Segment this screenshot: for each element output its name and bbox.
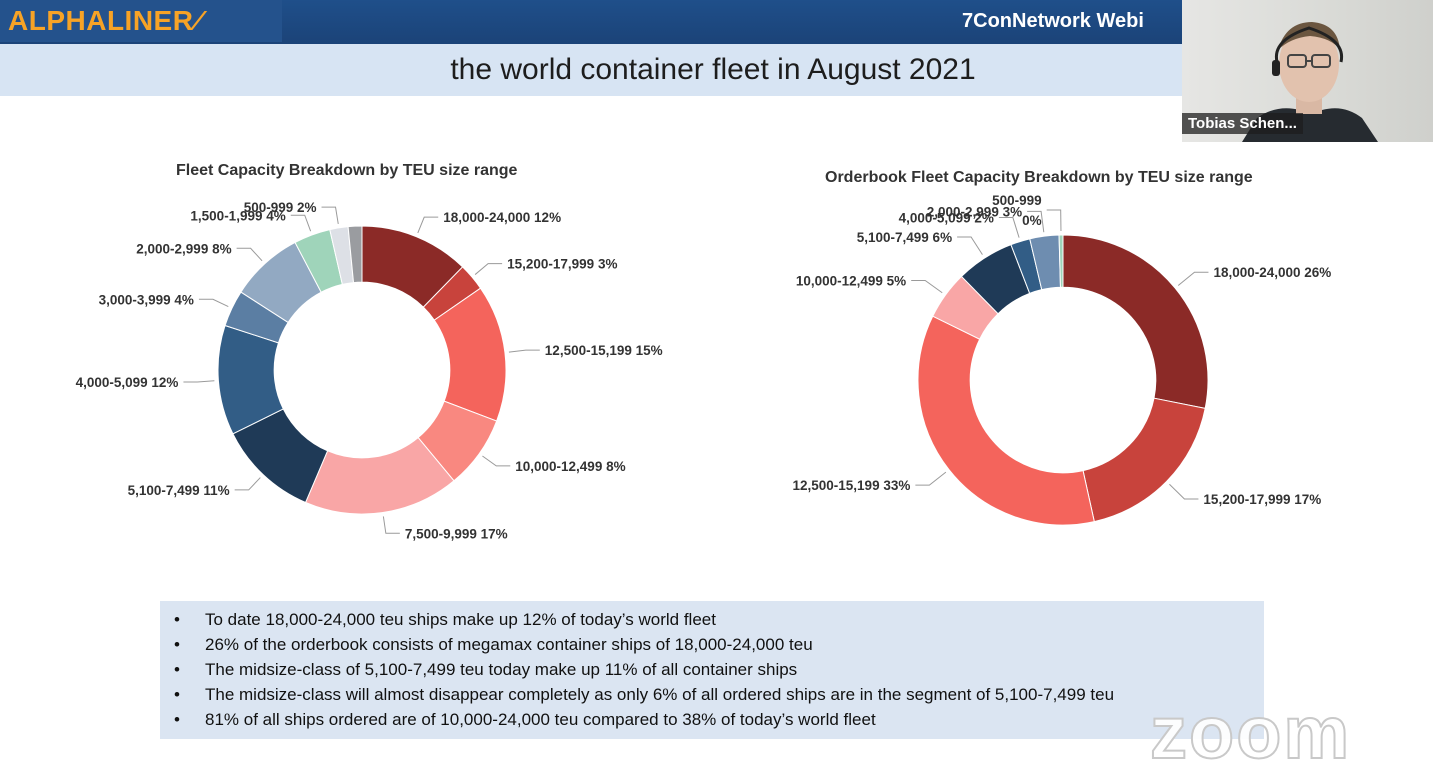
slice-label: 18,000-24,000 26% xyxy=(1213,265,1331,280)
donut-chart-2: 18,000-24,000 26% 15,200-17,999 17% 12,500… xyxy=(793,193,1331,526)
bullet-text: The midsize-class will almost disappear … xyxy=(205,685,1115,704)
logo-swoosh-icon: ⁄ xyxy=(195,5,201,36)
summary-bullet: • The midsize-class will almost disappear… xyxy=(174,682,1264,707)
slice-label: 10,000-12,499 8% xyxy=(515,459,625,474)
slice-leader-line xyxy=(998,217,1020,238)
donut-slice[interactable] xyxy=(1082,397,1206,523)
slice-label: 10,000-12,499 5% xyxy=(796,273,906,288)
donut-slice[interactable] xyxy=(347,225,363,284)
slice-leader-line xyxy=(474,263,503,275)
alphaliner-logo: ALPHALINER⁄ xyxy=(0,0,282,42)
slice-leader-line xyxy=(1046,209,1062,232)
bullet-marker: • xyxy=(174,660,180,679)
bullet-text: The midsize-class of 5,100-7,499 teu tod… xyxy=(205,660,798,679)
slice-leader-line xyxy=(1027,210,1045,233)
slice-label: 7,500-9,999 17% xyxy=(405,526,508,541)
slice-label: 500-999 2% xyxy=(244,200,317,215)
slice-leader-line xyxy=(417,216,439,234)
slice-leader-line xyxy=(957,236,983,255)
slice-label: 4,000-5,099 12% xyxy=(76,375,179,390)
slice-leader-line xyxy=(1177,271,1209,286)
slice-label: 4,000-5,099 2% xyxy=(899,211,994,226)
logo-text: ALPHALINER xyxy=(8,5,194,36)
bullet-text: 81% of all ships ordered are of 10,000-2… xyxy=(205,710,876,729)
slice-leader-line xyxy=(198,298,229,308)
bullet-marker: • xyxy=(174,635,180,654)
summary-bullet: • To date 18,000-24,000 teu ships make up… xyxy=(174,607,1264,632)
bullet-text: To date 18,000-24,000 teu ships make up … xyxy=(205,610,716,629)
donut-slice[interactable] xyxy=(917,315,1095,526)
slice-leader-line xyxy=(234,477,261,491)
slice-label: 2,000-2,999 3% xyxy=(927,204,1022,219)
summary-bullet: • The midsize-class of 5,100-7,499 teu to… xyxy=(174,657,1264,682)
slice-leader-line xyxy=(382,516,400,534)
slice-label: 5,100-7,499 6% xyxy=(857,230,952,245)
fleet-chart-title: Fleet Capacity Breakdown by TEU size ran… xyxy=(176,162,518,179)
slice-leader-line xyxy=(1169,483,1199,500)
bullet-marker: • xyxy=(174,710,180,729)
webcam-video-tile[interactable] xyxy=(1182,0,1433,142)
donut-slice[interactable] xyxy=(1058,234,1064,288)
slice-label: 12,500-15,199 15% xyxy=(545,343,663,358)
slice-leader-line xyxy=(290,214,312,232)
slice-leader-line xyxy=(508,349,540,353)
summary-bullet: • 81% of all ships ordered are of 10,000-… xyxy=(174,707,1264,732)
slice-label: 1,500-1,999 4% xyxy=(190,208,285,223)
bullet-marker: • xyxy=(174,610,180,629)
bullet-marker: • xyxy=(174,685,180,704)
slice-label: 5,100-7,499 11% xyxy=(128,483,230,498)
slice-label: 15,200-17,999 3% xyxy=(507,257,617,272)
slice-leader-line xyxy=(911,279,943,294)
slice-label: 12,500-15,199 33% xyxy=(793,478,911,493)
slice-label: 3,000-3,999 4% xyxy=(99,292,194,307)
slice-label: 18,000-24,000 12% xyxy=(443,210,561,225)
slice-leader-line xyxy=(482,455,511,467)
summary-box: • To date 18,000-24,000 teu ships make up… xyxy=(160,601,1264,739)
slice-leader-line xyxy=(236,247,263,262)
donut-slice[interactable] xyxy=(1062,234,1209,409)
orderbook-chart-title: Orderbook Fleet Capacity Breakdown by TE… xyxy=(825,169,1253,186)
donut-charts: 18,000-24,000 12% 15,200-17,999 3% 12,500-… xyxy=(76,193,1332,541)
bullet-text: 26% of the orderbook consists of megamax… xyxy=(205,635,813,654)
slice-leader-line xyxy=(321,206,339,224)
slide-title: the world container fleet in August 2021 xyxy=(450,53,976,86)
zoom-watermark: zoom xyxy=(1149,690,1352,775)
participant-name: Tobias Schen... xyxy=(1182,113,1303,134)
slice-leader-line xyxy=(915,471,947,486)
donut-chart-1: 18,000-24,000 12% 15,200-17,999 3% 12,500-… xyxy=(76,200,663,541)
summary-bullet: • 26% of the orderbook consists of megama… xyxy=(174,632,1264,657)
slice-label: 500-999 0% xyxy=(992,193,1042,228)
slice-leader-line xyxy=(183,380,215,383)
webinar-title: 7ConNetwork Webi xyxy=(962,10,1144,32)
slice-label: 2,000-2,999 8% xyxy=(136,241,231,256)
summary-bullet-list: • To date 18,000-24,000 teu ships make up… xyxy=(160,601,1264,732)
slice-label: 15,200-17,999 17% xyxy=(1203,492,1321,507)
